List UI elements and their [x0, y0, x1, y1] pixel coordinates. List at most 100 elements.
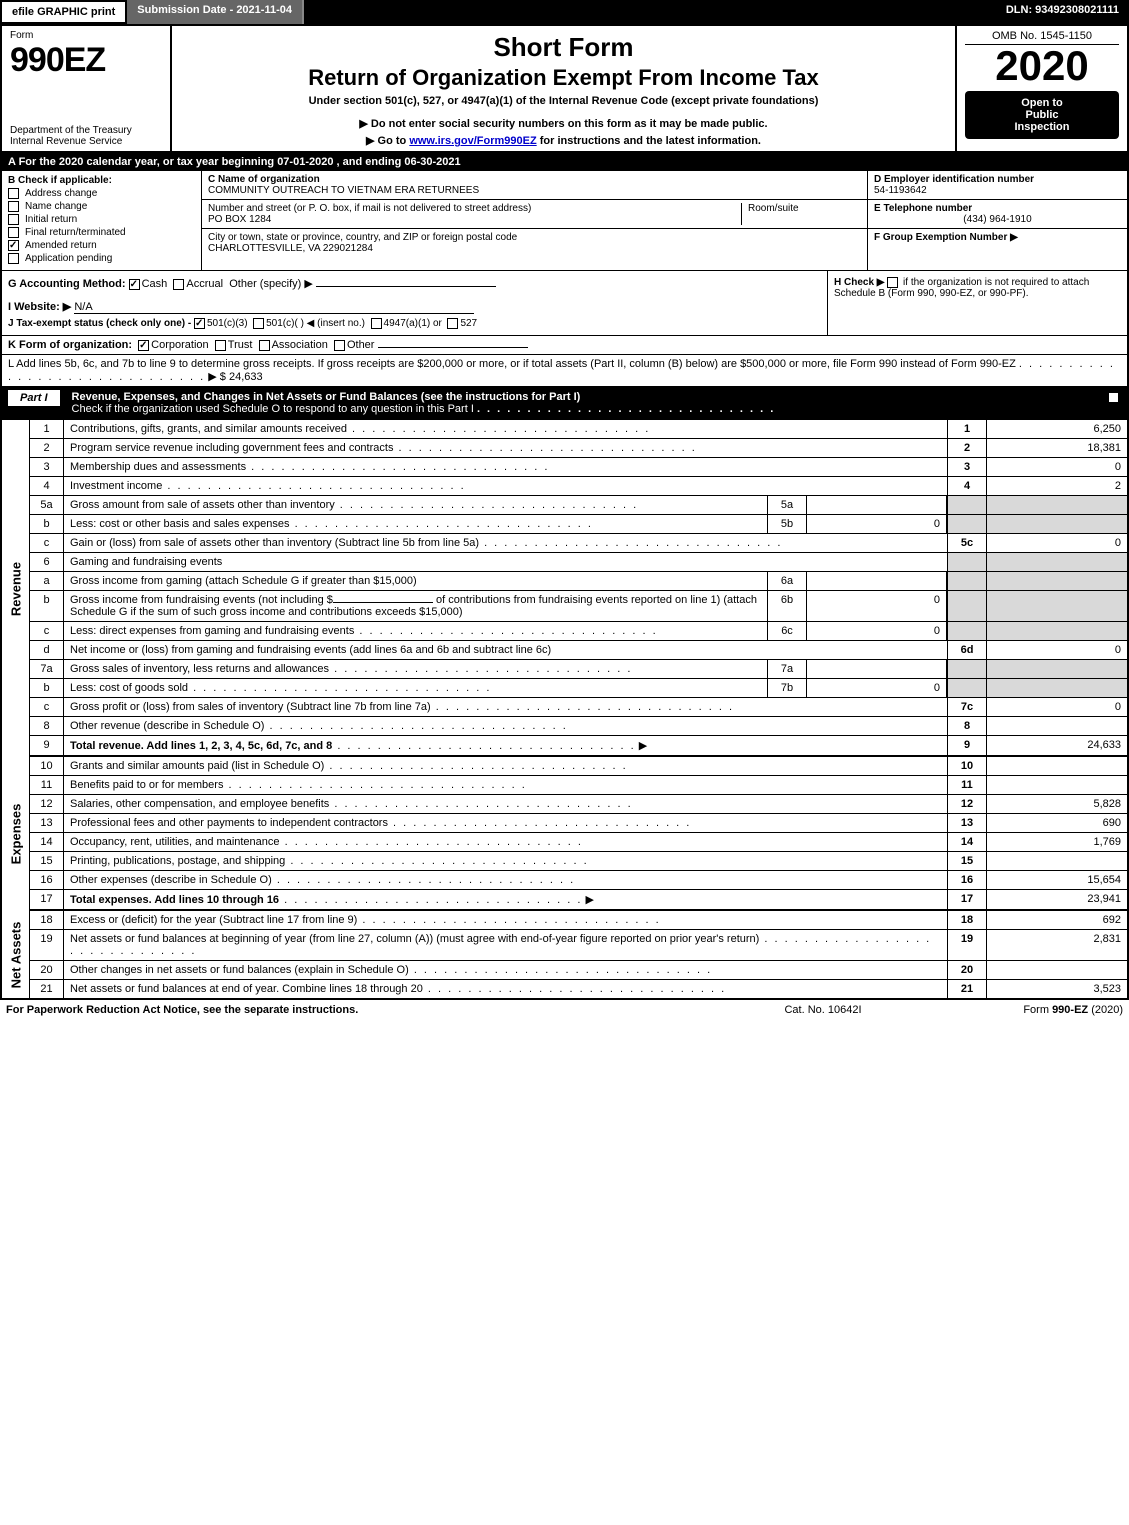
j-4947-check[interactable]	[371, 318, 382, 329]
netassets-side-label: Net Assets	[2, 911, 30, 998]
line-5b-subval: 0	[807, 515, 947, 533]
line-15-val	[987, 852, 1127, 870]
line-5a-subval	[807, 496, 947, 514]
city-value: CHARLOTTESVILLE, VA 229021284	[208, 243, 861, 254]
line-5c-desc: Gain or (loss) from sale of assets other…	[70, 537, 479, 549]
line-13-val: 690	[987, 814, 1127, 832]
k-trust-check[interactable]	[215, 340, 226, 351]
goto-pre: ▶ Go to	[366, 135, 409, 147]
ssn-warning: ▶ Do not enter social security numbers o…	[180, 117, 947, 130]
title-return: Return of Organization Exempt From Incom…	[180, 65, 947, 91]
part1-check[interactable]	[1108, 392, 1119, 403]
i-website-label: I Website: ▶	[8, 301, 71, 313]
line-6a-valshade	[987, 572, 1127, 590]
submission-date-button[interactable]: Submission Date - 2021-11-04	[127, 0, 304, 24]
line-12-no: 12	[30, 795, 64, 813]
line-14-val: 1,769	[987, 833, 1127, 851]
g-cash-check[interactable]	[129, 279, 140, 290]
line-6c-desc: Less: direct expenses from gaming and fu…	[70, 625, 354, 637]
line-4-desc: Investment income	[70, 480, 162, 492]
line-14-desc: Occupancy, rent, utilities, and maintena…	[70, 836, 280, 848]
line-6d-desc: Net income or (loss) from gaming and fun…	[70, 644, 551, 656]
line-6-colshade	[947, 553, 987, 571]
header-row: Form 990EZ Department of the Treasury In…	[2, 26, 1127, 153]
line-8-col: 8	[947, 717, 987, 735]
check-initial-return[interactable]: Initial return	[8, 214, 195, 225]
line-7b-no: b	[30, 679, 64, 697]
part1-label: Part I	[8, 390, 60, 406]
line-6b-desc1: Gross income from fundraising events (no…	[70, 594, 333, 606]
j-501c-check[interactable]	[253, 318, 264, 329]
line-5a-no: 5a	[30, 496, 64, 514]
part1-header: Part I Revenue, Expenses, and Changes in…	[2, 388, 1127, 420]
website-value: N/A	[74, 301, 92, 313]
line-18-val: 692	[987, 911, 1127, 929]
line-3-no: 3	[30, 458, 64, 476]
line-5b-colshade	[947, 515, 987, 533]
line-1-desc: Contributions, gifts, grants, and simila…	[70, 423, 347, 435]
line-9-col: 9	[947, 736, 987, 755]
g-accrual-check[interactable]	[173, 279, 184, 290]
check-final-return[interactable]: Final return/terminated	[8, 227, 195, 238]
check-amended-return[interactable]: Amended return	[8, 240, 195, 251]
check-address-change[interactable]: Address change	[8, 188, 195, 199]
line-6a-desc: Gross income from gaming (attach Schedul…	[70, 575, 417, 587]
line-6a-sub: 6a	[767, 572, 807, 590]
line-2-col: 2	[947, 439, 987, 457]
city-label: City or town, state or province, country…	[208, 232, 861, 243]
line-10-col: 10	[947, 757, 987, 775]
check-application-pending[interactable]: Application pending	[8, 253, 195, 264]
line-6-valshade	[987, 553, 1127, 571]
line-17-col: 17	[947, 890, 987, 909]
line-6c-no: c	[30, 622, 64, 640]
line-12-col: 12	[947, 795, 987, 813]
line-7a-desc: Gross sales of inventory, less returns a…	[70, 663, 329, 675]
line-6d-val: 0	[987, 641, 1127, 659]
line-20-desc: Other changes in net assets or fund bala…	[70, 964, 409, 976]
goto-post: for instructions and the latest informat…	[540, 135, 761, 147]
line-6a-no: a	[30, 572, 64, 590]
j-501c3-check[interactable]	[194, 318, 205, 329]
g-label: G Accounting Method:	[8, 278, 126, 290]
line-5a-desc: Gross amount from sale of assets other t…	[70, 499, 335, 511]
irs-link[interactable]: www.irs.gov/Form990EZ	[409, 135, 536, 147]
line-15-col: 15	[947, 852, 987, 870]
line-7c-desc: Gross profit or (loss) from sales of inv…	[70, 701, 431, 713]
entity-block: B Check if applicable: Address change Na…	[2, 171, 1127, 271]
line-11-col: 11	[947, 776, 987, 794]
line-8-desc: Other revenue (describe in Schedule O)	[70, 720, 264, 732]
line-6-no: 6	[30, 553, 64, 571]
line-5c-val: 0	[987, 534, 1127, 552]
j-527-check[interactable]	[447, 318, 458, 329]
line-6b-subval: 0	[807, 591, 947, 621]
line-7a-no: 7a	[30, 660, 64, 678]
line-5b-desc: Less: cost or other basis and sales expe…	[70, 518, 290, 530]
k-assoc-check[interactable]	[259, 340, 270, 351]
expenses-side-label: Expenses	[2, 757, 30, 911]
org-name: COMMUNITY OUTREACH TO VIETNAM ERA RETURN…	[208, 185, 861, 196]
h-check[interactable]	[887, 277, 898, 288]
line-6b-no: b	[30, 591, 64, 621]
line-6c-subval: 0	[807, 622, 947, 640]
line-3-desc: Membership dues and assessments	[70, 461, 246, 473]
line-2-desc: Program service revenue including govern…	[70, 442, 393, 454]
line-6-desc: Gaming and fundraising events	[70, 556, 222, 568]
check-name-change[interactable]: Name change	[8, 201, 195, 212]
line-18-desc: Excess or (deficit) for the year (Subtra…	[70, 914, 357, 926]
footer-catno: Cat. No. 10642I	[723, 1004, 923, 1016]
line-20-val	[987, 961, 1127, 979]
k-corp-check[interactable]	[138, 340, 149, 351]
k-row: K Form of organization: Corporation Trus…	[2, 336, 1127, 355]
line-2-val: 18,381	[987, 439, 1127, 457]
dept-treasury: Department of the Treasury	[10, 125, 162, 136]
line-6b-colshade	[947, 591, 987, 621]
efile-print-button[interactable]: efile GRAPHIC print	[0, 0, 127, 24]
e-phone-label: E Telephone number	[874, 203, 1121, 214]
line-7c-col: 7c	[947, 698, 987, 716]
line-5b-valshade	[987, 515, 1127, 533]
line-10-desc: Grants and similar amounts paid (list in…	[70, 760, 324, 772]
k-other-check[interactable]	[334, 340, 345, 351]
line-3-val: 0	[987, 458, 1127, 476]
line-21-desc: Net assets or fund balances at end of ye…	[70, 983, 423, 995]
l-text: L Add lines 5b, 6c, and 7b to line 9 to …	[8, 358, 1016, 370]
